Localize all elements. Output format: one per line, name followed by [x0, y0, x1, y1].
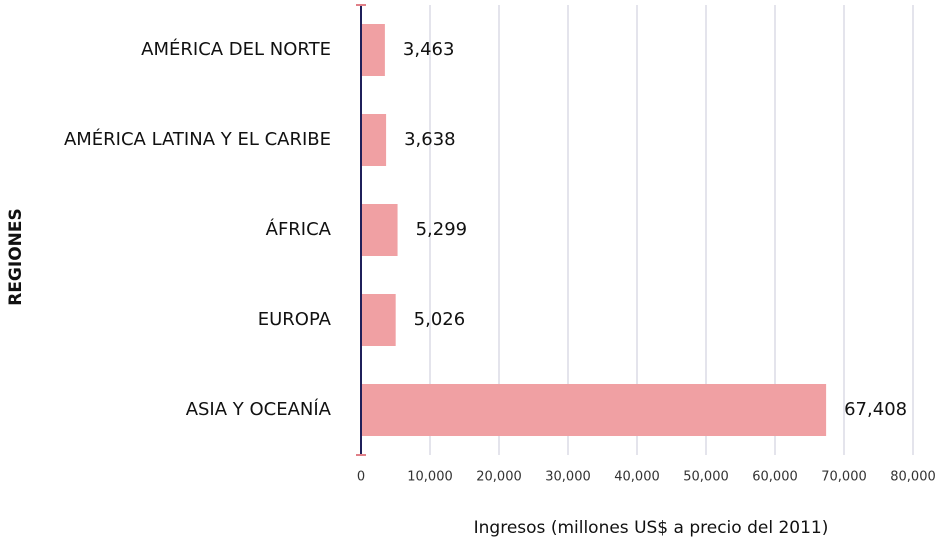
value-label: 3,463: [403, 39, 455, 60]
bar: [361, 24, 385, 76]
x-tick-label: 20,000: [476, 470, 522, 485]
category-label: AMÉRICA DEL NORTE: [141, 38, 331, 60]
x-tick-label: 70,000: [821, 470, 867, 485]
bar: [361, 204, 398, 256]
bar: [361, 114, 387, 166]
x-tick-label: 40,000: [614, 470, 660, 485]
value-label: 5,299: [416, 219, 468, 240]
value-label: 67,408: [844, 399, 907, 420]
x-axis-label: Ingresos (millones US$ a precio del 2011…: [474, 518, 829, 538]
x-tick-label: 60,000: [752, 470, 798, 485]
x-tick-label: 30,000: [545, 470, 591, 485]
y-axis-label: REGIONES: [6, 208, 26, 306]
bar: [361, 384, 827, 436]
bar: [361, 294, 396, 346]
value-label: 3,638: [404, 129, 456, 150]
x-tick-label: 0: [357, 470, 365, 485]
category-label: AMÉRICA LATINA Y EL CARIBE: [64, 128, 331, 150]
value-label: 5,026: [414, 309, 466, 330]
category-label: EUROPA: [258, 309, 332, 330]
category-label: ASIA Y OCEANÍA: [186, 398, 332, 420]
x-tick-label: 50,000: [683, 470, 729, 485]
category-label: ÁFRICA: [266, 218, 332, 240]
x-tick-label: 10,000: [407, 470, 453, 485]
x-tick-label: 80,000: [890, 470, 936, 485]
